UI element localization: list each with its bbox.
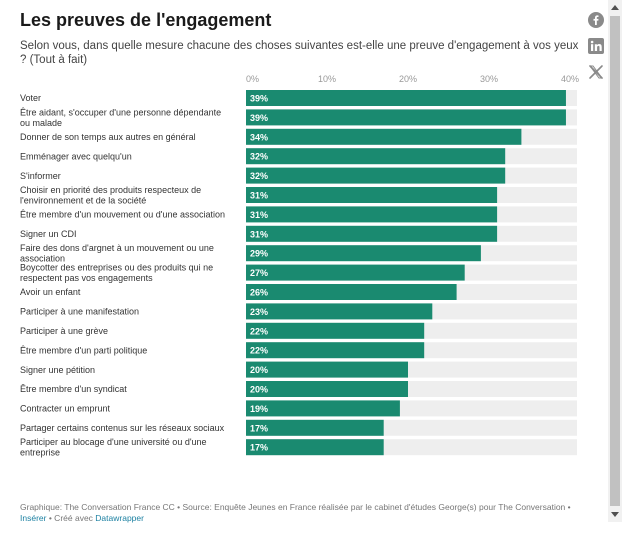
vertical-scrollbar[interactable] bbox=[608, 0, 622, 522]
x-tick-label: 30% bbox=[480, 74, 498, 84]
category-label: Partager certains contenus sur les résea… bbox=[20, 423, 225, 433]
bar bbox=[246, 439, 384, 456]
created-with-text: • Créé avec bbox=[48, 513, 93, 523]
category-label: Participer à une manifestation bbox=[20, 307, 139, 317]
bar-value-label: 20% bbox=[250, 385, 268, 395]
bar bbox=[246, 381, 408, 397]
scroll-up-arrow-icon[interactable] bbox=[611, 5, 619, 10]
bar bbox=[246, 206, 498, 223]
category-label: Participer à une grève bbox=[20, 326, 108, 336]
bar bbox=[246, 109, 566, 126]
bar-value-label: 31% bbox=[250, 191, 268, 201]
category-label: Voter bbox=[20, 93, 41, 103]
bar-value-label: 39% bbox=[250, 113, 268, 123]
scroll-down-arrow-icon[interactable] bbox=[611, 512, 619, 517]
category-label: Donner de son temps aux autres en généra… bbox=[20, 132, 196, 142]
bar-value-label: 32% bbox=[250, 152, 268, 162]
x-icon[interactable] bbox=[588, 64, 604, 80]
x-tick-label: 20% bbox=[399, 74, 417, 84]
category-label: Être membre d'un mouvement ou d'une asso… bbox=[20, 210, 225, 220]
bar bbox=[246, 245, 481, 262]
bar bbox=[246, 167, 506, 184]
bar-value-label: 34% bbox=[250, 132, 268, 142]
scrollbar-thumb[interactable] bbox=[610, 16, 620, 506]
bar-value-label: 17% bbox=[250, 423, 268, 433]
category-label: Emménager avec quelqu'un bbox=[20, 151, 132, 161]
bar bbox=[246, 90, 566, 106]
bar-value-label: 39% bbox=[250, 94, 268, 104]
bar bbox=[246, 225, 498, 242]
category-label: Boycotter des entreprises ou des produit… bbox=[20, 263, 213, 273]
bar bbox=[246, 342, 425, 359]
category-label: entreprise bbox=[20, 448, 60, 458]
category-label: l'environnement et de la société bbox=[20, 195, 146, 205]
bar-value-label: 31% bbox=[250, 210, 268, 220]
category-label: Contracter un emprunt bbox=[20, 404, 111, 414]
bar bbox=[246, 264, 465, 281]
bar bbox=[246, 128, 522, 145]
bar-value-label: 23% bbox=[250, 307, 268, 317]
category-label: Faire des dons d'argnet à un mouvement o… bbox=[20, 243, 214, 253]
bar-value-label: 19% bbox=[250, 404, 268, 414]
bar-value-label: 27% bbox=[250, 268, 268, 278]
category-label: Participer au blocage d'une université o… bbox=[20, 437, 207, 447]
bar bbox=[246, 419, 384, 436]
bar-chart: 0% 10% 20% 30% 40% 39% Voter 39% Être aidant, s'… bbox=[20, 74, 579, 458]
facebook-icon[interactable] bbox=[588, 12, 604, 28]
bar-value-label: 29% bbox=[250, 249, 268, 259]
category-label: Être aidant, s'occuper d'une personne dé… bbox=[20, 107, 221, 117]
category-label: Signer une pétition bbox=[20, 365, 95, 375]
bar-value-label: 20% bbox=[250, 365, 268, 375]
bar-value-label: 17% bbox=[250, 443, 268, 453]
bar bbox=[246, 361, 408, 378]
category-label: Avoir un enfant bbox=[20, 287, 81, 297]
category-label: S'informer bbox=[20, 171, 61, 181]
x-tick-label: 40% bbox=[561, 74, 579, 84]
linkedin-icon[interactable] bbox=[588, 38, 604, 54]
category-label: Être membre d'un parti politique bbox=[20, 345, 147, 355]
category-label: ou malade bbox=[20, 118, 62, 128]
bar bbox=[246, 187, 498, 203]
x-tick-label: 0% bbox=[246, 74, 259, 84]
bar-value-label: 26% bbox=[250, 288, 268, 298]
bar-value-label: 31% bbox=[250, 229, 268, 239]
bar bbox=[246, 303, 433, 320]
insert-link[interactable]: Insérer bbox=[20, 513, 47, 523]
bar-value-label: 32% bbox=[250, 171, 268, 181]
bar-value-label: 22% bbox=[250, 326, 268, 336]
category-label: Être membre d'un syndicat bbox=[20, 384, 127, 394]
share-toolbar bbox=[588, 12, 606, 90]
chart-footer: Graphique: The Conversation France CC • … bbox=[20, 502, 605, 524]
datawrapper-link[interactable]: Datawrapper bbox=[95, 513, 144, 523]
category-label: respectent pas vos engagements bbox=[20, 273, 153, 283]
category-label: association bbox=[20, 254, 65, 264]
x-tick-label: 10% bbox=[318, 74, 336, 84]
bar-value-label: 22% bbox=[250, 346, 268, 356]
bar bbox=[246, 148, 506, 165]
source-text: Graphique: The Conversation France CC • … bbox=[20, 502, 571, 512]
category-label: Choisir en priorité des produits respect… bbox=[20, 185, 201, 195]
bar bbox=[246, 284, 457, 300]
bar bbox=[246, 322, 425, 339]
bar bbox=[246, 400, 400, 417]
chart-title: Les preuves de l'engagement bbox=[20, 10, 272, 30]
chart-subtitle: Selon vous, dans quelle mesure chacune d… bbox=[20, 40, 579, 66]
category-label: Signer un CDI bbox=[20, 229, 77, 239]
